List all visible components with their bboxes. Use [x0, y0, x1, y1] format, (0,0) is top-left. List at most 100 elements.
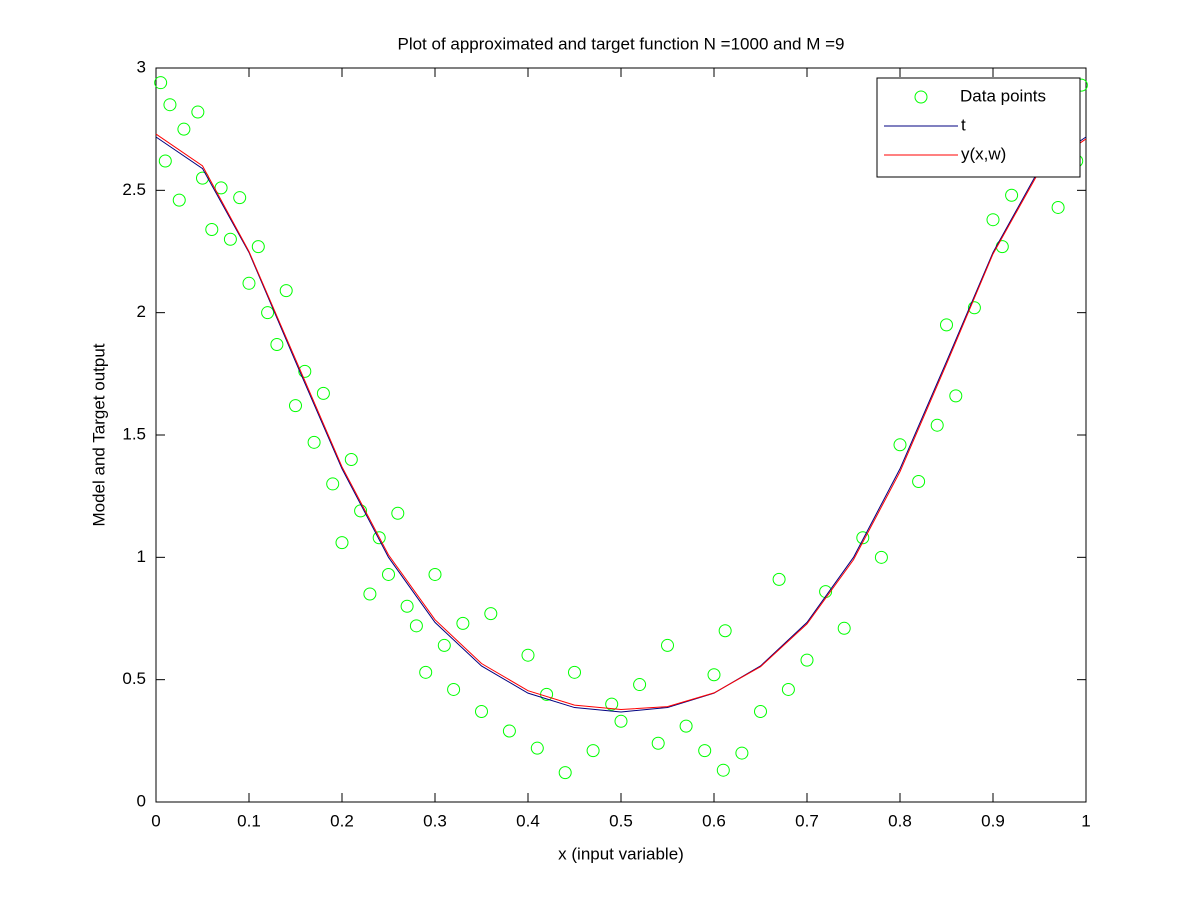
- x-tick-label: 0.2: [330, 811, 354, 830]
- x-tick-label: 0.5: [609, 811, 633, 830]
- y-tick-label: 0.5: [122, 669, 146, 688]
- data-point: [382, 567, 395, 581]
- data-point: [558, 766, 572, 780]
- data-point: [437, 638, 451, 652]
- legend-marker: [914, 90, 928, 104]
- data-point: [521, 648, 535, 662]
- data-point: [986, 213, 1000, 227]
- data-point: [205, 222, 219, 236]
- y-tick-label: 2.5: [122, 180, 146, 199]
- data-point: [419, 665, 433, 679]
- data-point: [154, 76, 168, 90]
- series-line: [155, 133, 1087, 711]
- data-point: [651, 736, 665, 750]
- data-point: [223, 232, 237, 246]
- data-point: [372, 531, 386, 545]
- x-tick-label: 1: [1081, 811, 1090, 830]
- x-tick-label: 0.7: [795, 811, 819, 830]
- y-tick-label: 0: [137, 791, 146, 810]
- data-point: [502, 724, 516, 738]
- data-point: [949, 389, 963, 403]
- chart-title: Plot of approximated and target function…: [397, 34, 844, 53]
- legend-label: t: [961, 115, 966, 134]
- data-point: [530, 741, 544, 755]
- data-point: [967, 301, 981, 315]
- data-point: [707, 668, 721, 682]
- data-point: [893, 438, 907, 452]
- x-tick-label: 0.6: [702, 811, 726, 830]
- data-point: [172, 193, 186, 207]
- data-point: [177, 122, 191, 136]
- data-point: [214, 181, 228, 195]
- data-point: [316, 386, 330, 400]
- data-point: [874, 550, 888, 564]
- y-tick-label: 2: [137, 302, 146, 321]
- y-tick-label: 1: [137, 547, 146, 566]
- data-point: [158, 154, 172, 168]
- data-point: [242, 276, 256, 290]
- data-point: [633, 678, 647, 692]
- data-point: [307, 435, 321, 449]
- legend-label: Data points: [960, 86, 1046, 105]
- data-point: [475, 704, 488, 718]
- data-point: [930, 418, 944, 432]
- data-point: [735, 746, 749, 760]
- data-point: [1005, 188, 1019, 202]
- data-point: [447, 682, 461, 696]
- data-point: [568, 665, 581, 679]
- data-point: [233, 191, 247, 205]
- data-point: [800, 653, 814, 667]
- data-point: [279, 284, 293, 298]
- data-point: [251, 240, 265, 254]
- x-tick-label: 0.8: [888, 811, 912, 830]
- data-point: [940, 318, 953, 332]
- data-point: [837, 621, 851, 635]
- x-tick-label: 0.4: [516, 811, 540, 830]
- data-point: [605, 697, 619, 711]
- data-point: [614, 714, 628, 728]
- plot-area: [155, 67, 1087, 803]
- data-point: [484, 607, 498, 621]
- legend-label: y(x,w): [961, 144, 1006, 163]
- data-point: [698, 744, 712, 758]
- data-point: [363, 587, 377, 601]
- data-point: [1051, 200, 1065, 214]
- data-point: [912, 474, 926, 488]
- data-point: [772, 572, 786, 586]
- data-point: [754, 704, 767, 718]
- x-tick-label: 0.1: [237, 811, 261, 830]
- y-tick-label: 3: [137, 57, 146, 76]
- x-tick-label: 0.3: [423, 811, 447, 830]
- data-point: [326, 477, 340, 491]
- data-point: [679, 719, 693, 733]
- data-point: [335, 536, 349, 550]
- data-point: [270, 337, 284, 351]
- data-point: [289, 399, 302, 413]
- data-point: [718, 624, 732, 638]
- data-point: [661, 638, 674, 652]
- x-axis-label: x (input variable): [558, 844, 684, 863]
- data-point: [163, 98, 177, 112]
- x-tick-label: 0: [151, 811, 160, 830]
- y-axis-label: Model and Target output: [89, 343, 108, 526]
- y-tick-label: 1.5: [122, 424, 146, 443]
- data-point: [856, 531, 870, 545]
- data-point: [456, 616, 470, 630]
- data-point: [391, 506, 405, 520]
- x-tick-label: 0.9: [981, 811, 1005, 830]
- legend-box: [876, 77, 1081, 178]
- data-point: [409, 619, 423, 633]
- data-point: [781, 682, 795, 696]
- data-point: [298, 364, 312, 378]
- data-point: [261, 306, 275, 320]
- series-line: [155, 136, 1087, 713]
- data-point: [716, 763, 730, 777]
- data-point: [428, 567, 442, 581]
- data-point: [344, 452, 358, 466]
- data-point: [196, 171, 209, 185]
- data-point: [586, 744, 600, 758]
- data-point: [191, 105, 205, 119]
- data-point: [400, 599, 414, 613]
